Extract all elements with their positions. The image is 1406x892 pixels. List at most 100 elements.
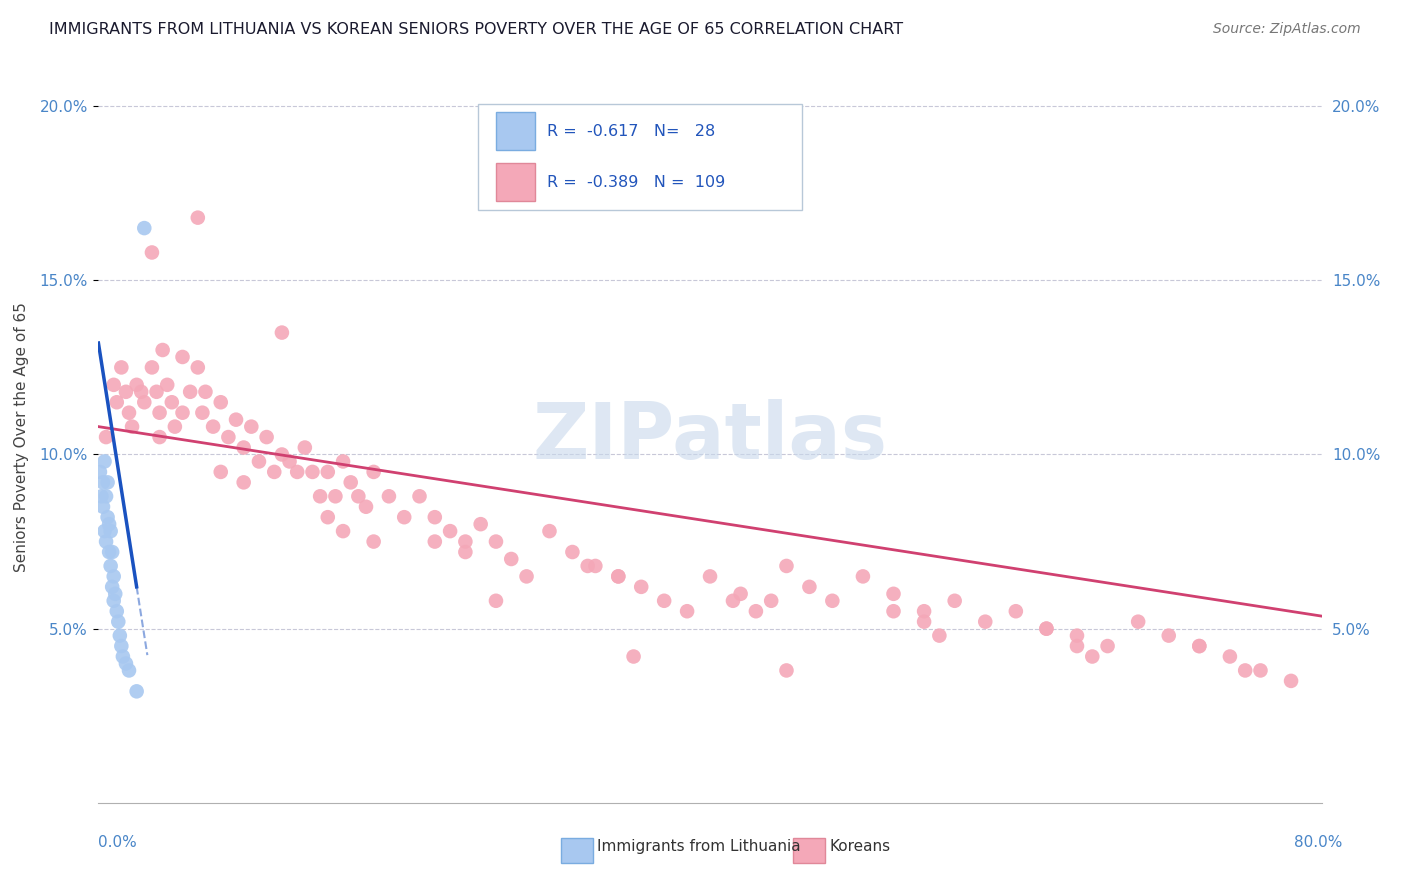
Point — [118, 406, 141, 420]
Point — [883, 604, 905, 618]
Text: 0.0%: 0.0% — [98, 836, 138, 850]
Point — [759, 594, 782, 608]
Point — [110, 360, 132, 375]
Point — [115, 384, 138, 399]
Point — [134, 395, 156, 409]
Point — [423, 534, 446, 549]
Point — [1066, 639, 1088, 653]
Point — [1035, 622, 1057, 636]
Point — [108, 629, 131, 643]
Point — [134, 221, 156, 235]
Point — [1128, 615, 1150, 629]
Point — [1188, 639, 1211, 653]
Point — [454, 534, 477, 549]
Point — [363, 465, 385, 479]
Point — [125, 684, 148, 698]
Point — [141, 245, 163, 260]
Point — [912, 615, 935, 629]
Point — [912, 604, 935, 618]
Point — [1035, 622, 1057, 636]
Point — [270, 448, 292, 462]
Point — [730, 587, 752, 601]
Point — [93, 454, 115, 468]
Point — [1279, 673, 1302, 688]
Point — [187, 211, 209, 225]
Point — [225, 412, 247, 426]
Point — [928, 629, 950, 643]
Point — [141, 360, 163, 375]
Point — [423, 510, 446, 524]
Point — [285, 465, 308, 479]
Point — [325, 489, 347, 503]
Point — [263, 465, 285, 479]
Point — [172, 350, 194, 364]
Point — [1188, 639, 1211, 653]
Point — [232, 475, 254, 490]
Point — [721, 594, 744, 608]
Point — [576, 558, 599, 573]
Point — [354, 500, 377, 514]
Point — [105, 604, 128, 618]
Point — [607, 569, 630, 583]
Point — [1004, 604, 1026, 618]
Point — [94, 489, 117, 503]
FancyBboxPatch shape — [496, 112, 536, 150]
Point — [332, 524, 354, 538]
Point — [270, 326, 292, 340]
Point — [179, 384, 201, 399]
Point — [470, 517, 492, 532]
Text: Koreans: Koreans — [830, 839, 891, 855]
Point — [378, 489, 401, 503]
Point — [209, 395, 232, 409]
Point — [98, 517, 121, 532]
Point — [202, 419, 225, 434]
Text: Source: ZipAtlas.com: Source: ZipAtlas.com — [1213, 22, 1361, 37]
Point — [209, 465, 232, 479]
Point — [943, 594, 966, 608]
Point — [91, 500, 114, 514]
Point — [1097, 639, 1119, 653]
Point — [799, 580, 821, 594]
Point — [163, 419, 186, 434]
Point — [745, 604, 768, 618]
Point — [103, 569, 125, 583]
Point — [97, 510, 120, 524]
Point — [90, 489, 112, 503]
Point — [149, 406, 172, 420]
Point — [339, 475, 361, 490]
Point — [1157, 629, 1180, 643]
Point — [1081, 649, 1104, 664]
Point — [852, 569, 875, 583]
Point — [129, 384, 152, 399]
Point — [89, 465, 111, 479]
Point — [332, 454, 354, 468]
Point — [101, 580, 124, 594]
Point — [454, 545, 477, 559]
Point — [583, 558, 606, 573]
Text: R =  -0.617   N=   28: R = -0.617 N= 28 — [547, 124, 716, 139]
Point — [316, 510, 339, 524]
Point — [97, 475, 120, 490]
Point — [309, 489, 332, 503]
Point — [217, 430, 239, 444]
Point — [121, 419, 143, 434]
Point — [103, 594, 125, 608]
Point — [775, 558, 797, 573]
Point — [125, 377, 148, 392]
Point — [256, 430, 278, 444]
Point — [1249, 664, 1271, 678]
Point — [100, 524, 122, 538]
Point — [194, 384, 217, 399]
Point — [111, 649, 134, 664]
Point — [821, 594, 844, 608]
Text: IMMIGRANTS FROM LITHUANIA VS KOREAN SENIORS POVERTY OVER THE AGE OF 65 CORRELATI: IMMIGRANTS FROM LITHUANIA VS KOREAN SENI… — [49, 22, 903, 37]
Point — [699, 569, 721, 583]
Point — [110, 639, 132, 653]
Point — [98, 545, 121, 559]
Point — [149, 430, 172, 444]
FancyBboxPatch shape — [561, 838, 592, 863]
Point — [160, 395, 183, 409]
Text: Immigrants from Lithuania: Immigrants from Lithuania — [598, 839, 801, 855]
Point — [191, 406, 214, 420]
Point — [105, 395, 128, 409]
